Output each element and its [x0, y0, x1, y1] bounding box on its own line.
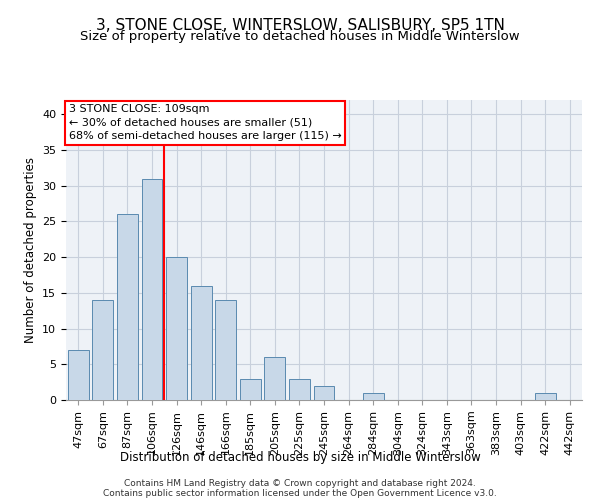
Text: Distribution of detached houses by size in Middle Winterslow: Distribution of detached houses by size … — [119, 451, 481, 464]
Bar — [191, 286, 212, 400]
Bar — [314, 386, 334, 400]
Bar — [362, 393, 383, 400]
Bar — [535, 393, 556, 400]
Bar — [265, 357, 286, 400]
Bar — [68, 350, 89, 400]
Bar — [240, 378, 261, 400]
Bar — [142, 178, 163, 400]
Bar — [215, 300, 236, 400]
Text: Size of property relative to detached houses in Middle Winterslow: Size of property relative to detached ho… — [80, 30, 520, 43]
Y-axis label: Number of detached properties: Number of detached properties — [23, 157, 37, 343]
Text: 3, STONE CLOSE, WINTERSLOW, SALISBURY, SP5 1TN: 3, STONE CLOSE, WINTERSLOW, SALISBURY, S… — [95, 18, 505, 32]
Bar — [166, 257, 187, 400]
Bar — [289, 378, 310, 400]
Text: Contains HM Land Registry data © Crown copyright and database right 2024.: Contains HM Land Registry data © Crown c… — [124, 479, 476, 488]
Text: 3 STONE CLOSE: 109sqm
← 30% of detached houses are smaller (51)
68% of semi-deta: 3 STONE CLOSE: 109sqm ← 30% of detached … — [68, 104, 341, 141]
Text: Contains public sector information licensed under the Open Government Licence v3: Contains public sector information licen… — [103, 489, 497, 498]
Bar — [92, 300, 113, 400]
Bar — [117, 214, 138, 400]
